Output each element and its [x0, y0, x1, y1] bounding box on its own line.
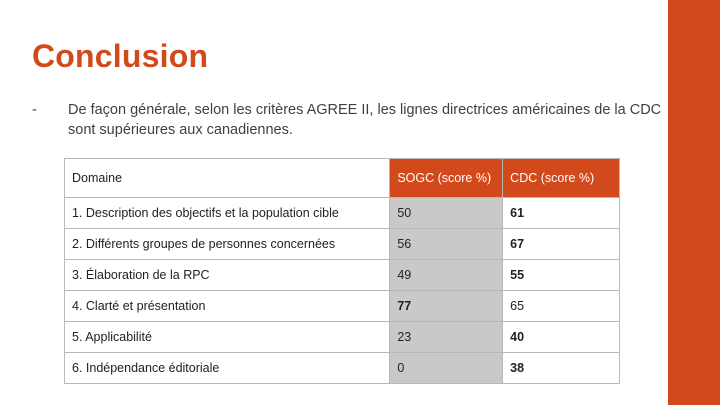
table-row: 1. Description des objectifs et la popul…: [63, 197, 620, 229]
accent-bar: [668, 0, 720, 405]
cell-domaine: 5. Applicabilité: [63, 321, 391, 353]
cell-sogc: 77: [389, 290, 504, 322]
cell-domaine: 1. Description des objectifs et la popul…: [63, 197, 391, 229]
cell-cdc: 38: [502, 352, 620, 384]
cell-sogc: 49: [389, 259, 504, 291]
header-sogc: SOGC (score %): [389, 158, 504, 198]
agree-scores-table: Domaine SOGC (score %) CDC (score %) 1. …: [63, 158, 620, 384]
cell-domaine: 3. Élaboration de la RPC: [63, 259, 391, 291]
cell-domaine: 6. Indépendance éditoriale: [63, 352, 391, 384]
bullet-text: De façon générale, selon les critères AG…: [68, 102, 662, 138]
header-domaine: Domaine: [63, 158, 391, 198]
cell-cdc: 65: [502, 290, 620, 322]
cell-domaine: 2. Différents groupes de personnes conce…: [63, 228, 391, 260]
table-row: 4. Clarté et présentation 77 65: [63, 290, 620, 322]
bullet-point: - De façon générale, selon les critères …: [32, 100, 662, 140]
slide-title: Conclusion: [32, 38, 209, 74]
table-row: 2. Différents groupes de personnes conce…: [63, 228, 620, 260]
table-row: 3. Élaboration de la RPC 49 55: [63, 259, 620, 291]
table-header-row: Domaine SOGC (score %) CDC (score %): [63, 158, 620, 198]
cell-cdc: 67: [502, 228, 620, 260]
cell-domaine: 4. Clarté et présentation: [63, 290, 391, 322]
cell-sogc: 0: [389, 352, 504, 384]
cell-sogc: 23: [389, 321, 504, 353]
cell-cdc: 61: [502, 197, 620, 229]
cell-sogc: 50: [389, 197, 504, 229]
table-row: 5. Applicabilité 23 40: [63, 321, 620, 353]
bullet-marker: -: [32, 102, 37, 118]
cell-sogc: 56: [389, 228, 504, 260]
header-cdc: CDC (score %): [502, 158, 620, 198]
table-row: 6. Indépendance éditoriale 0 38: [63, 352, 620, 384]
cell-cdc: 55: [502, 259, 620, 291]
cell-cdc: 40: [502, 321, 620, 353]
